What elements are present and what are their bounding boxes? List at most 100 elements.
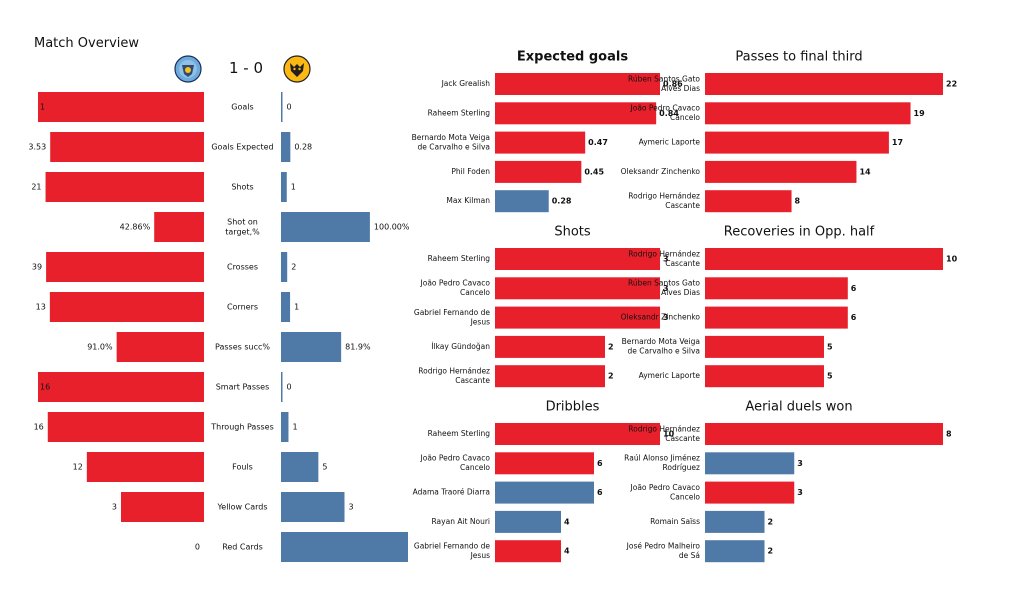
- bar-value-label: 6: [597, 459, 603, 468]
- away-stat-value: 0.28: [294, 143, 312, 152]
- player-name-label: Rodrigo Hernández Cascante: [628, 424, 700, 443]
- player-bar: [705, 160, 857, 183]
- chart-title: Passes to final third: [735, 50, 862, 65]
- player-bar: [705, 423, 943, 445]
- player-name-label: Raheem Sterling: [428, 108, 491, 117]
- stat-label: Smart Passes: [216, 383, 270, 392]
- player-bar: [705, 190, 792, 213]
- home-stat-bar: [47, 412, 204, 442]
- player-name-label: Rodrigo Hernández Cascante: [628, 249, 700, 268]
- player-bar: [495, 102, 657, 125]
- player-bar: [705, 365, 824, 388]
- stat-label: Red Cards: [222, 543, 263, 552]
- bar-value-label: 3: [663, 284, 669, 293]
- player-bar: [705, 102, 911, 125]
- manchester-city-crest-icon: [174, 55, 202, 83]
- player-bar: [495, 277, 660, 300]
- away-stat-value: 2: [291, 263, 296, 272]
- home-stat-value: 42.86%: [120, 223, 151, 232]
- player-bar: [495, 540, 561, 563]
- bar-value-label: 0.28: [552, 197, 572, 206]
- home-stat-bar: [45, 172, 204, 202]
- player-name-label: Bernardo Mota Veiga de Carvalho e Silva: [622, 337, 700, 356]
- player-name-label: José Pedro Malheiro de Sá: [626, 541, 701, 560]
- stat-label: Passes succ%: [215, 343, 270, 352]
- away-stat-bar: [281, 252, 288, 282]
- bar-value-label: 3: [663, 313, 669, 322]
- player-name-label: João Pedro Cavaco Cancelo: [420, 454, 491, 473]
- player-bar: [705, 540, 765, 563]
- chart-title: Dribbles: [546, 400, 600, 415]
- bar-value-label: 2: [608, 372, 614, 381]
- stat-label: Goals Expected: [211, 143, 273, 152]
- bar-value-label: 0.47: [588, 138, 608, 147]
- bar-value-label: 3: [663, 255, 669, 264]
- player-name-label: Gabriel Fernando de Jesus: [414, 541, 490, 560]
- away-stat-value: 3: [349, 503, 354, 512]
- player-bar: [495, 452, 594, 475]
- stat-label: Corners: [227, 303, 258, 312]
- bar-value-label: 2: [608, 342, 614, 351]
- away-stat-bar: [281, 292, 291, 322]
- bar-value-label: 4: [564, 547, 570, 556]
- bar-value-label: 6: [597, 488, 603, 497]
- player-bar: [705, 73, 943, 95]
- wolves-crest-icon: [283, 55, 311, 83]
- player-name-label: João Pedro Cavaco Cancelo: [420, 279, 491, 298]
- chart-title: Shots: [554, 225, 591, 240]
- player-name-label: Aymeric Laporte: [639, 138, 701, 147]
- page-title: Match Overview: [34, 36, 140, 51]
- player-name-label: Rúben Santos Gato Alves Dias: [628, 74, 700, 93]
- home-stat-bar: [86, 452, 204, 482]
- home-stat-bar: [46, 252, 204, 282]
- away-stat-bar: [281, 372, 283, 402]
- home-stat-value: 16: [40, 383, 50, 392]
- player-bar: [495, 248, 660, 270]
- player-name-label: Romain Saïss: [650, 517, 700, 526]
- away-stat-value: 81.9%: [345, 343, 371, 352]
- away-stat-bar: [281, 172, 287, 202]
- player-bar: [495, 365, 605, 388]
- bar-value-label: 3: [797, 459, 803, 468]
- away-stat-value: 0: [287, 103, 292, 112]
- player-name-label: Raheem Sterling: [428, 254, 491, 263]
- bar-value-label: 10: [946, 255, 958, 264]
- stat-label: Crosses: [227, 263, 258, 272]
- player-name-label: João Pedro Cavaco Cancelo: [630, 483, 701, 502]
- player-name-label: Bernardo Mota Veiga de Carvalho e Silva: [412, 133, 490, 152]
- player-name-label: Raheem Sterling: [428, 429, 491, 438]
- away-stat-bar: [281, 492, 345, 522]
- bar-value-label: 2: [768, 517, 774, 526]
- bar-value-label: 2: [768, 547, 774, 556]
- player-name-label: Jack Grealish: [441, 79, 491, 88]
- away-stat-bar: [281, 92, 283, 122]
- player-bar: [705, 131, 889, 154]
- bar-value-label: 0.84: [659, 109, 679, 118]
- stat-label: Shots: [231, 183, 253, 192]
- away-stat-bar: [281, 212, 370, 242]
- player-name-label: Rodrigo Hernández Cascante: [418, 366, 490, 385]
- away-stat-value: 1: [291, 183, 296, 192]
- player-bar: [705, 248, 943, 270]
- player-bar: [705, 481, 795, 504]
- home-stat-value: 39: [32, 263, 42, 272]
- match-overview: Match Overview 1 - 0 1 0 Goals 3.53 0.28 Goal…: [0, 0, 410, 602]
- player-name-label: Max Kilman: [446, 196, 490, 205]
- home-stat-value: 3: [112, 503, 117, 512]
- bar-value-label: 0.45: [584, 167, 604, 176]
- chart-title: Recoveries in Opp. half: [724, 225, 875, 240]
- home-stat-bar: [116, 332, 204, 362]
- home-stat-bar: [49, 292, 204, 322]
- bar-value-label: 0.86: [663, 80, 683, 89]
- player-name-label: Adama Traoré Diarra: [413, 488, 490, 497]
- home-stat-value: 21: [31, 183, 41, 192]
- player-name-label: Rodrigo Hernández Cascante: [628, 191, 700, 210]
- bar-value-label: 8: [946, 430, 952, 439]
- bar-value-label: 6: [851, 313, 857, 322]
- stat-label: Through Passes: [210, 423, 274, 432]
- away-stat-value: 1: [294, 303, 299, 312]
- player-name-label: Raúl Alonso Jiménez Rodríguez: [624, 454, 700, 473]
- player-bar: [495, 190, 549, 213]
- away-stat-value: 1: [292, 423, 297, 432]
